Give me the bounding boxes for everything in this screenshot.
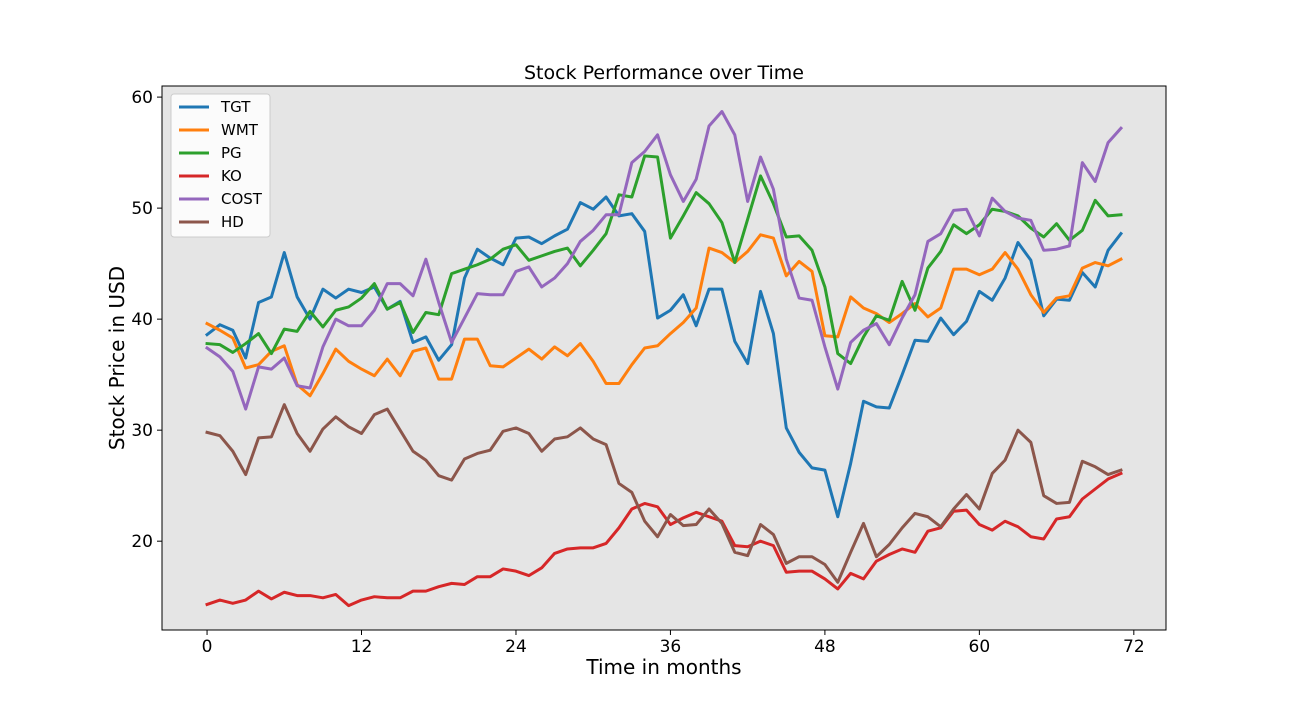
legend-label-cost: COST xyxy=(221,190,263,208)
x-tick-label: 48 xyxy=(814,637,836,657)
legend-label-pg: PG xyxy=(221,144,242,162)
legend-label-tgt: TGT xyxy=(220,98,251,116)
x-tick-label: 12 xyxy=(351,637,373,657)
y-axis: 20 30 40 50 60 xyxy=(131,88,162,552)
y-tick-label: 40 xyxy=(131,310,153,330)
x-tick-label: 36 xyxy=(660,637,682,657)
legend-label-hd: HD xyxy=(221,213,244,231)
y-tick-label: 20 xyxy=(131,532,153,552)
series-line-hd xyxy=(205,403,1123,584)
series-line-tgt xyxy=(204,195,1124,519)
x-tick-label: 24 xyxy=(505,637,527,657)
series-line-ko xyxy=(205,471,1123,608)
x-tick-label: 60 xyxy=(969,637,991,657)
y-tick-label: 50 xyxy=(131,199,153,219)
series-line-wmt xyxy=(205,233,1123,398)
series-line-cost xyxy=(204,110,1124,411)
chart-title: Stock Performance over Time xyxy=(524,62,804,84)
plot-area-background xyxy=(162,86,1166,630)
y-tick-label: 30 xyxy=(131,421,153,441)
legend: TGT WMT PG KO COST HD xyxy=(170,93,271,238)
legend-label-wmt: WMT xyxy=(221,121,259,139)
legend-label-ko: KO xyxy=(221,167,242,185)
y-axis-label: Stock Price in USD xyxy=(105,266,129,450)
series-layer xyxy=(204,110,1124,608)
x-tick-label: 0 xyxy=(202,637,213,657)
x-axis: 0 12 24 36 48 60 72 xyxy=(202,630,1145,657)
y-tick-label: 60 xyxy=(131,88,153,108)
plot-frame xyxy=(161,85,1167,631)
series-line-pg xyxy=(205,154,1123,366)
x-tick-label: 72 xyxy=(1123,637,1145,657)
x-axis-label: Time in months xyxy=(585,655,741,679)
